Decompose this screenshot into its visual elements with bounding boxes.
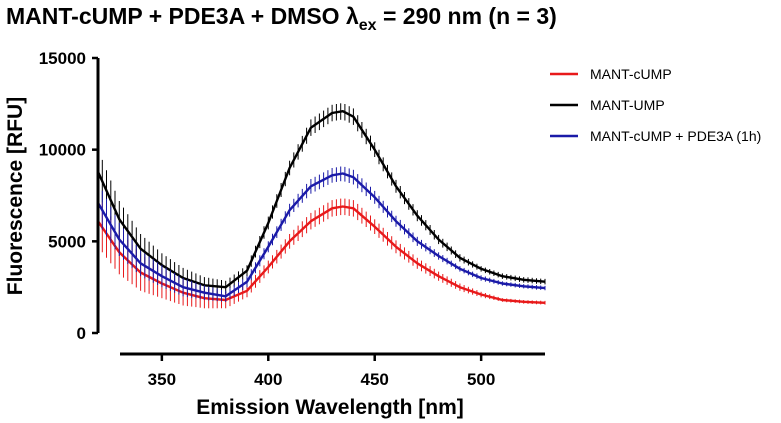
series-3 [96, 166, 546, 302]
y-tick-label: 10000 [39, 141, 86, 160]
x-tick-label: 350 [148, 370, 176, 389]
x-tick-label: 450 [361, 370, 389, 389]
y-tick-label: 5000 [48, 232, 86, 251]
legend-label: MANT-cUMP [590, 66, 672, 82]
chart-title: MANT-cUMP + PDE3A + DMSO λex = 290 nm (n… [6, 3, 557, 34]
y-axis-title: Fluorescence [RFU] [4, 97, 27, 295]
series-line [96, 109, 546, 289]
series-line [96, 172, 546, 298]
chart-title-rest: = 290 nm (n = 3) [377, 3, 557, 29]
plot-area [96, 103, 546, 309]
legend-label: MANT-UMP [590, 97, 665, 113]
series-2 [96, 103, 546, 294]
x-axis-title: Emission Wavelength [nm] [196, 396, 464, 419]
legend: MANT-cUMP MANT-UMP MANT-cUMP + PDE3A (1h) [550, 66, 761, 144]
series-1 [97, 195, 546, 309]
x-tick-label: 500 [467, 370, 495, 389]
y-tick-label: 0 [77, 324, 86, 343]
chart-title-main: MANT-cUMP + PDE3A + DMSO [6, 3, 346, 29]
axis-ticks: 0 5000 10000 15000 350 400 450 500 [39, 49, 496, 389]
x-tick-label: 400 [254, 370, 282, 389]
chart-title-subscript: ex [359, 17, 377, 34]
y-tick-label: 15000 [39, 49, 86, 68]
chart-title-lambda: λ [346, 3, 359, 29]
series-line [97, 205, 546, 304]
legend-label: MANT-cUMP + PDE3A (1h) [590, 128, 761, 144]
